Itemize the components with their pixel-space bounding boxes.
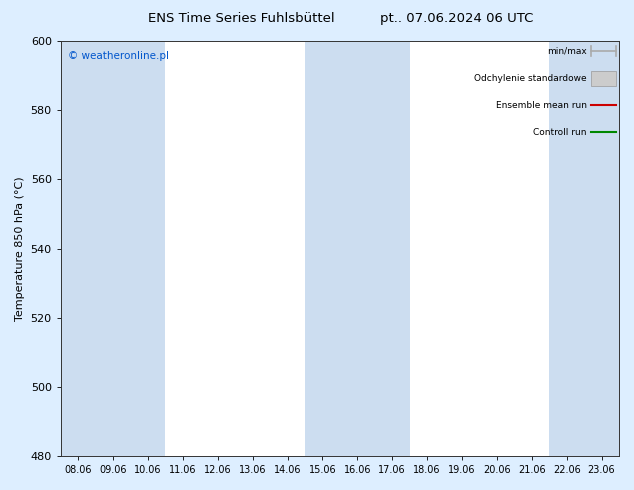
Text: pt.. 07.06.2024 06 UTC: pt.. 07.06.2024 06 UTC (380, 12, 533, 25)
Bar (340, 41, 375, 456)
Bar (61, 41, 96, 456)
Text: min/max: min/max (547, 47, 586, 56)
Y-axis label: Temperature 850 hPa (°C): Temperature 850 hPa (°C) (15, 176, 25, 321)
Bar (375, 41, 410, 456)
Bar (591, 71, 616, 86)
Bar (549, 41, 584, 456)
Text: Odchylenie standardowe: Odchylenie standardowe (474, 74, 586, 83)
Bar (305, 41, 340, 456)
Bar (584, 41, 619, 456)
Text: Controll run: Controll run (533, 128, 586, 137)
Bar (96, 41, 131, 456)
Text: © weatheronline.pl: © weatheronline.pl (68, 51, 169, 61)
Bar (131, 41, 165, 456)
Text: ENS Time Series Fuhlsbüttel: ENS Time Series Fuhlsbüttel (148, 12, 334, 25)
Text: Ensemble mean run: Ensemble mean run (496, 101, 586, 110)
